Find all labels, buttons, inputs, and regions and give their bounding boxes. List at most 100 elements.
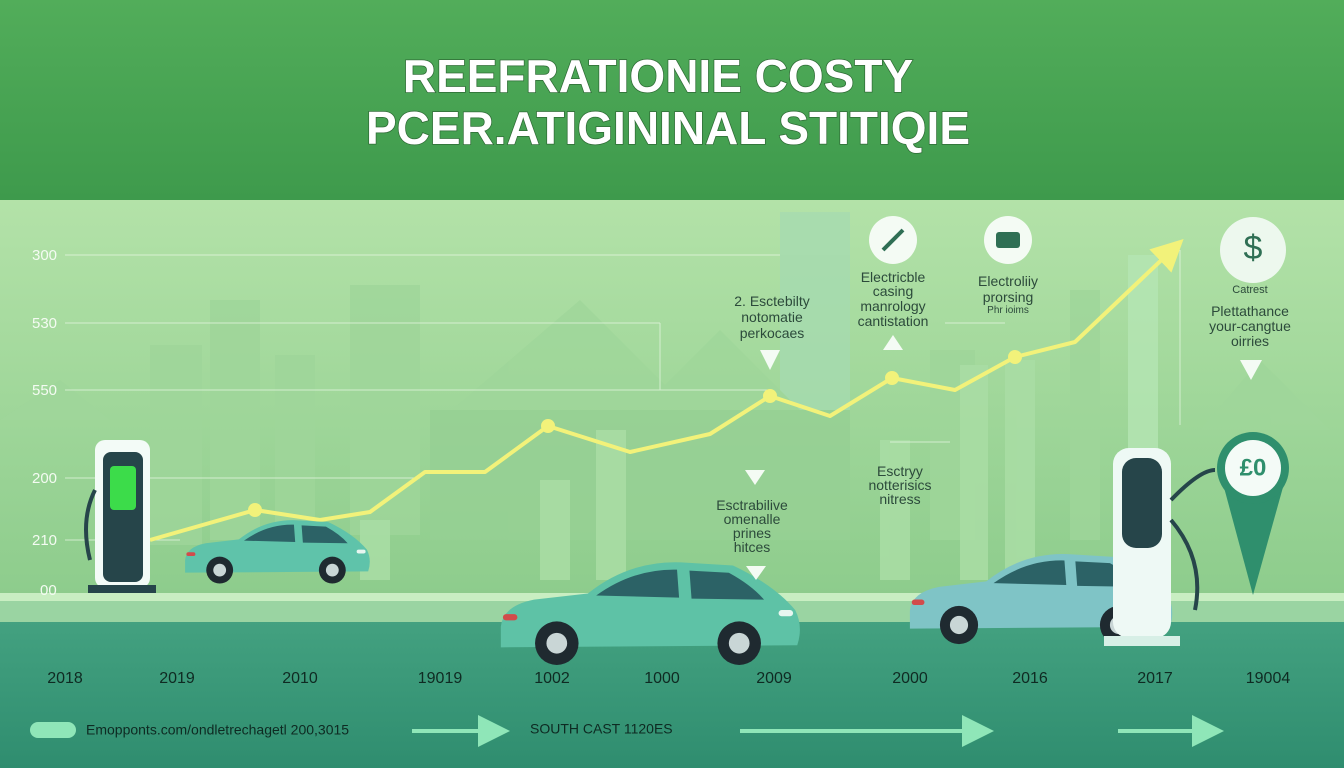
decor-g bbox=[745, 335, 1262, 580]
decor-rect bbox=[30, 722, 76, 738]
decor-path bbox=[84, 489, 97, 561]
footer-note: SOUTH CAST 1120ES bbox=[530, 721, 673, 737]
title-line: REEFRATIONIE COSTY bbox=[403, 50, 913, 102]
annotation: Electroliiy prorsing Phr ioims bbox=[978, 273, 1038, 316]
decor-rect bbox=[110, 466, 136, 510]
text-line: oirries bbox=[1231, 333, 1269, 349]
decor-path bbox=[746, 566, 766, 580]
decor-path bbox=[0, 300, 1330, 430]
x-labels: 2018 2019 2010 19019 1002 1000 2009 2000… bbox=[47, 670, 1290, 687]
x-label: 19004 bbox=[1246, 670, 1291, 687]
decor-path bbox=[1240, 360, 1262, 380]
y-label: 300 bbox=[32, 247, 57, 264]
text-line: hitces bbox=[734, 539, 771, 555]
decor-path bbox=[883, 335, 903, 350]
text-line: Esctryy bbox=[877, 463, 923, 479]
x-label: 2009 bbox=[756, 670, 792, 687]
decor-g bbox=[248, 350, 1022, 517]
text-line: Catrest bbox=[1232, 284, 1267, 296]
decor-rect bbox=[1005, 360, 1035, 580]
decor-path bbox=[881, 228, 905, 252]
title: REEFRATIONIE COSTY PCER.ATIGININAL STITI… bbox=[365, 49, 971, 155]
decor-rect bbox=[350, 285, 420, 535]
decor-rect bbox=[275, 355, 315, 535]
text-line: Phr ioims bbox=[987, 305, 1029, 316]
x-label: 2017 bbox=[1137, 670, 1173, 687]
annotation: Esctryy notterisics nitress bbox=[868, 463, 931, 507]
decor-rect bbox=[210, 300, 260, 540]
text-line: notterisics bbox=[868, 477, 931, 493]
decor-circle bbox=[1225, 440, 1281, 496]
x-label: 19019 bbox=[418, 670, 463, 687]
decor-circle bbox=[1008, 350, 1022, 364]
decor-path bbox=[760, 350, 780, 370]
decor-path bbox=[1222, 480, 1285, 595]
x-label: 1002 bbox=[534, 670, 570, 687]
title-line: PCER.ATIGININAL STITIQIE bbox=[366, 102, 970, 154]
decor-circle bbox=[248, 503, 262, 517]
text-line: perkocaes bbox=[740, 325, 805, 341]
text-line: Electricble bbox=[861, 269, 926, 285]
x-label: 2019 bbox=[159, 670, 195, 687]
text-line: prorsing bbox=[983, 289, 1034, 305]
y-label: 00 bbox=[40, 582, 57, 599]
decor-rect bbox=[150, 345, 202, 545]
decor-g bbox=[360, 360, 1035, 580]
decor-rect bbox=[430, 410, 850, 540]
decor-circle bbox=[1220, 217, 1286, 283]
decor-rect bbox=[960, 365, 988, 580]
annotation: 2. Esctebilty notomatie perkocaes bbox=[734, 293, 809, 341]
decor-rect bbox=[1122, 458, 1162, 548]
trend-line bbox=[149, 238, 1184, 542]
text-line: cantistation bbox=[858, 313, 929, 329]
decor-rect bbox=[0, 622, 1344, 768]
pound-icon: £0 bbox=[1240, 454, 1267, 481]
decor-rect bbox=[596, 430, 626, 580]
annotation: Esctrabilive omenalle prines hitces bbox=[716, 497, 788, 555]
y-label: 200 bbox=[32, 470, 57, 487]
x-label: 2010 bbox=[282, 670, 318, 687]
decor-circle bbox=[541, 419, 555, 433]
annotation: Electricble casing manrology cantistation bbox=[858, 269, 929, 329]
annotations: 2. Esctebilty notomatie perkocaes Electric… bbox=[716, 269, 1291, 555]
text-line: Esctrabilive bbox=[716, 497, 788, 513]
icons: $ £0 bbox=[745, 216, 1289, 595]
decor-rect bbox=[540, 480, 570, 580]
text-line: casing bbox=[873, 283, 913, 299]
decor-rect bbox=[996, 232, 1020, 248]
x-label: 2000 bbox=[892, 670, 928, 687]
decor-rect bbox=[880, 440, 910, 580]
footer: Emopponts.com/ondletrechagetl 200,3015 S… bbox=[30, 715, 1224, 747]
y-label: 530 bbox=[32, 315, 57, 332]
chargers bbox=[84, 440, 1216, 646]
footer-link: Emopponts.com/ondletrechagetl 200,3015 bbox=[86, 722, 349, 738]
decor-g bbox=[0, 212, 1330, 545]
decor-path bbox=[745, 470, 765, 485]
text-line: manrology bbox=[860, 298, 925, 314]
text-line: Plettathance bbox=[1211, 303, 1289, 319]
decor-circle bbox=[763, 389, 777, 403]
decor-rect bbox=[88, 585, 156, 593]
text-line: Electroliiy bbox=[978, 273, 1038, 289]
decor-circle bbox=[885, 371, 899, 385]
x-label: 2016 bbox=[1012, 670, 1048, 687]
text-line: prines bbox=[733, 525, 771, 541]
text-line: nitress bbox=[879, 491, 920, 507]
x-label: 1000 bbox=[644, 670, 680, 687]
decor-polyline bbox=[149, 238, 1184, 542]
y-labels: 300 530 550 200 210 00 bbox=[32, 247, 57, 599]
dollar-icon: $ bbox=[1244, 229, 1263, 267]
decor-rect bbox=[0, 0, 1344, 200]
decor-path bbox=[1169, 468, 1216, 611]
text-line: your-cangtue bbox=[1209, 318, 1291, 334]
text-line: notomatie bbox=[741, 309, 803, 325]
text-line: omenalle bbox=[724, 511, 781, 527]
y-label: 550 bbox=[32, 382, 57, 399]
x-label: 2018 bbox=[47, 670, 83, 687]
annotation: Catrest Plettathance your-cangtue oirries bbox=[1209, 284, 1291, 349]
text-line: 2. Esctebilty bbox=[734, 293, 809, 309]
y-label: 210 bbox=[32, 532, 57, 549]
decor-rect bbox=[1070, 290, 1100, 540]
